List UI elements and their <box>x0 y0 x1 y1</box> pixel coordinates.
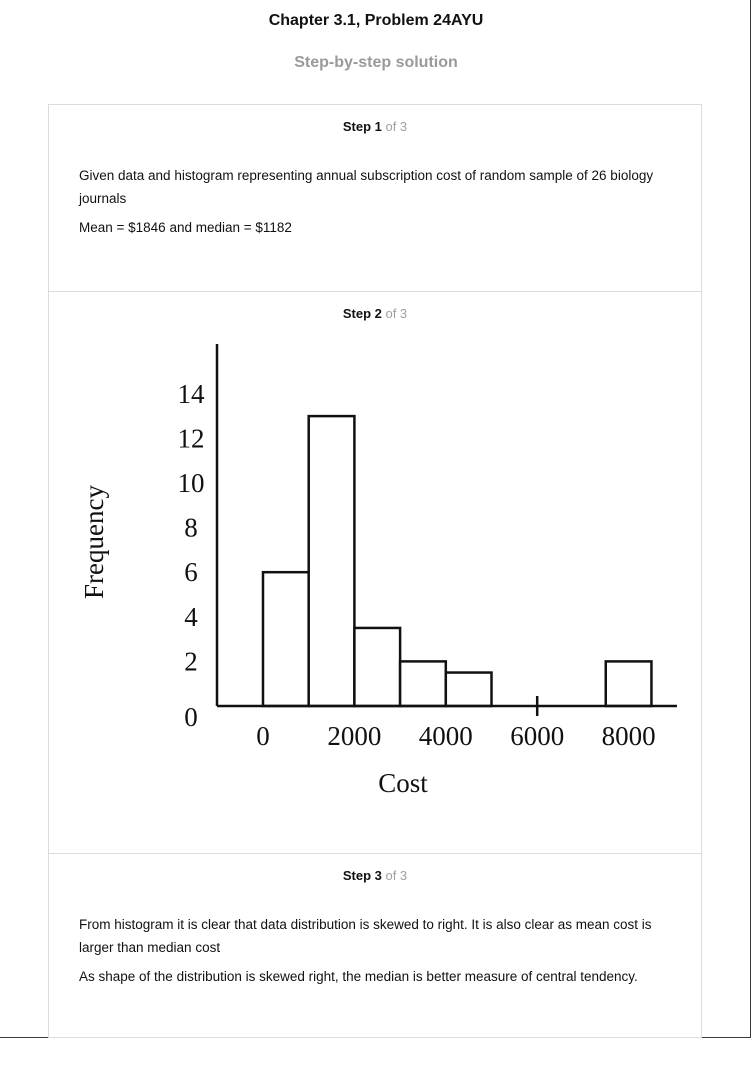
step-count: of 3 <box>381 868 408 883</box>
histogram-figure: 0 2 4 6 8 10 12 14 0 2000 4000 6000 8000 Frequency … <box>73 340 677 806</box>
step-3-header: Step 3 of 3 <box>49 868 701 883</box>
histogram-bar-4 <box>398 660 448 708</box>
step-1-text-given: Given data and histogram representing an… <box>79 168 654 206</box>
y-tick-label: 12 <box>178 423 205 453</box>
histogram-bar-2 <box>307 414 356 708</box>
step-2-header: Step 2 of 3 <box>49 306 701 321</box>
y-tick-label: 2 <box>184 646 198 676</box>
step-label: Step 3 <box>342 868 382 883</box>
page-subtitle: Step-by-step solution <box>294 54 458 71</box>
x-tick-label: 8000 <box>602 721 656 751</box>
x-tick-label: 0 <box>256 721 270 751</box>
histogram-bar-3 <box>353 626 402 708</box>
y-axis-label: Frequency <box>79 485 109 599</box>
y-tick-label: 0 <box>184 702 198 732</box>
step-1-header: Step 1 of 3 <box>49 119 701 134</box>
step-1-text-mean-median: Mean = $1846 and median = $1182 <box>79 220 292 235</box>
step-label: Step 2 <box>342 306 382 321</box>
x-tick-label: 6000 <box>510 721 564 751</box>
histogram-bar-5 <box>444 671 493 708</box>
y-tick-label: 6 <box>184 557 198 587</box>
step-1-section: Step 1 of 3 Given data and histogram rep… <box>49 105 701 291</box>
histogram-bar-1 <box>261 570 310 708</box>
y-tick-label: 14 <box>178 379 206 409</box>
x-axis-label: Cost <box>378 768 428 798</box>
y-tick-label: 4 <box>184 602 198 632</box>
step-count: of 3 <box>381 119 408 134</box>
step-2-section: Step 2 of 3 0 2 4 6 8 10 12 14 0 2000 4000 6000 800… <box>49 291 701 853</box>
solution-steps: Step 1 of 3 Given data and histogram rep… <box>48 104 702 1038</box>
page-title: Chapter 3.1, Problem 24AYU <box>268 12 484 29</box>
step-3-section: Step 3 of 3 From histogram it is clear t… <box>49 853 701 1038</box>
step-label: Step 1 <box>342 119 382 134</box>
step-count: of 3 <box>381 306 408 321</box>
y-tick-label: 10 <box>178 468 205 498</box>
y-tick-label: 8 <box>184 513 198 543</box>
x-tick-label: 2000 <box>327 721 381 751</box>
histogram-bar-6 <box>604 660 653 708</box>
step-3-text-conclusion: As shape of the distribution is skewed r… <box>79 969 638 984</box>
step-3-text-skew: From histogram it is clear that data dis… <box>79 917 652 955</box>
x-tick-label: 4000 <box>419 721 473 751</box>
